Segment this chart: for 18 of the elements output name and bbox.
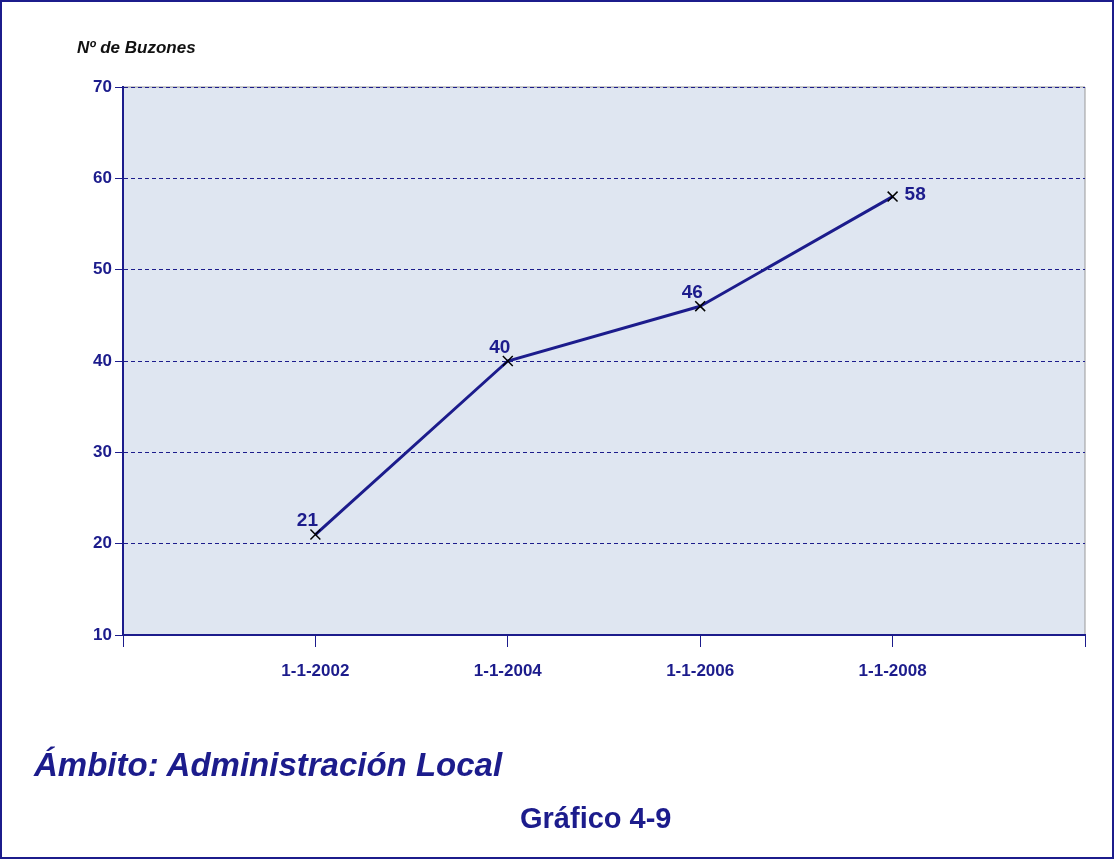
- text: Ámbito: Administración Local: [34, 746, 503, 784]
- x-tick-label: 1-1-2004: [473, 660, 543, 680]
- y-tick-label: 30: [93, 442, 112, 462]
- x-tick-label: 1-1-2006: [666, 660, 735, 680]
- data-label: 58: [904, 183, 926, 205]
- y-tick-label: 70: [93, 76, 112, 96]
- data-label: 21: [296, 509, 319, 531]
- y-tick-label: 40: [93, 350, 112, 370]
- y-tick-label: 20: [93, 533, 112, 553]
- y-axis-title: Nº de Buzones: [77, 38, 196, 58]
- x-tick-label: 1-1-2008: [858, 660, 927, 680]
- data-label: 46: [681, 280, 703, 302]
- x-tick-label: 1-1-2002: [281, 660, 350, 680]
- y-tick-label: 50: [93, 259, 112, 279]
- y-tick-label: 10: [93, 624, 112, 644]
- data-label: 40: [489, 335, 511, 357]
- text: Gráfico 4-9: [520, 802, 672, 835]
- y-tick-label: 60: [93, 168, 112, 188]
